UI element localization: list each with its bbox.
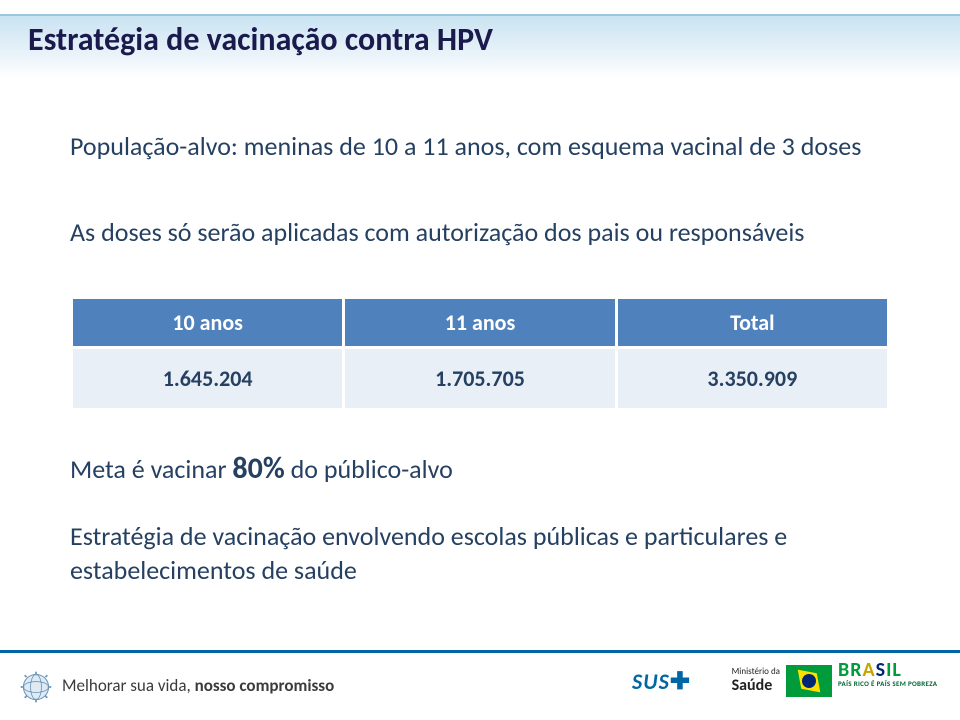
ministerio-logo: Ministério da Saúde — [732, 667, 780, 694]
slogan-text: Melhorar sua vida, nosso compromisso — [62, 675, 334, 696]
meta-percent: 80% — [232, 450, 284, 487]
col-header-total: Total — [616, 298, 888, 348]
footer-bar: Melhorar sua vida, nosso compromisso SUS… — [0, 650, 960, 720]
brasil-word: BRASIL — [838, 661, 937, 679]
brasil-sub: PAÍS RICO É PAÍS SEM POBREZA — [838, 679, 937, 688]
meta-text: Meta é vacinar 80% do público-alvo — [70, 450, 890, 487]
table-row: 1.645.204 1.705.705 3.350.909 — [72, 348, 889, 410]
cell-total: 3.350.909 — [616, 348, 888, 410]
meta-suffix: do público-alvo — [285, 453, 453, 485]
meta-prefix: Meta é vacinar — [70, 453, 232, 485]
slide: Estratégia de vacinação contra HPV Popul… — [0, 0, 960, 720]
flag-icon — [786, 665, 832, 697]
sus-logo: SUS✚ — [632, 667, 690, 696]
globe-gear-icon — [18, 669, 54, 705]
cell-10: 1.645.204 — [72, 348, 344, 410]
strategy-text: Estratégia de vacinação envolvendo escol… — [70, 520, 890, 588]
sus-text: SUS — [632, 668, 670, 695]
ministerio-bottom: Saúde — [732, 677, 780, 695]
population-table: 10 anos 11 anos Total 1.645.204 1.705.70… — [70, 296, 890, 411]
population-target-text: População-alvo: meninas de 10 a 11 anos,… — [70, 130, 890, 164]
authorization-text: As doses só serão aplicadas com autoriza… — [70, 216, 890, 250]
cell-11: 1.705.705 — [344, 348, 616, 410]
col-header-11: 11 anos — [344, 298, 616, 348]
brasil-logo: BRASIL PAÍS RICO É PAÍS SEM POBREZA — [786, 661, 946, 697]
slogan-prefix: Melhorar sua vida, — [62, 675, 195, 696]
page-title: Estratégia de vacinação contra HPV — [28, 20, 493, 59]
slogan-bold: nosso compromisso — [195, 675, 335, 696]
plus-icon: ✚ — [670, 667, 690, 696]
table-header-row: 10 anos 11 anos Total — [72, 298, 889, 348]
col-header-10: 10 anos — [72, 298, 344, 348]
